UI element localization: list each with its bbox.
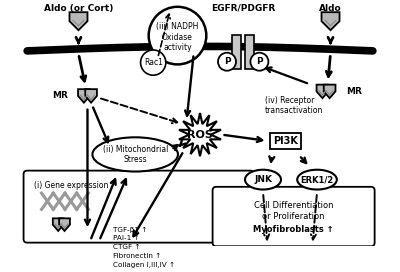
Circle shape xyxy=(250,53,268,71)
Circle shape xyxy=(140,50,166,75)
Text: P: P xyxy=(224,57,230,66)
Text: Cell Differentiation
or Proliferation: Cell Differentiation or Proliferation xyxy=(254,202,333,221)
Text: Aldo: Aldo xyxy=(319,4,342,13)
Text: ROS: ROS xyxy=(187,130,213,140)
Circle shape xyxy=(218,53,236,71)
Text: TGF-β1 ↑
PAI-1 ↑
CTGF ↑
Fibronectin ↑
Collagen I,III,IV ↑: TGF-β1 ↑ PAI-1 ↑ CTGF ↑ Fibronectin ↑ Co… xyxy=(113,226,175,268)
Text: JNK: JNK xyxy=(254,175,272,184)
Polygon shape xyxy=(322,12,340,30)
Text: MR: MR xyxy=(52,91,68,100)
Bar xyxy=(232,35,242,69)
FancyBboxPatch shape xyxy=(24,171,254,243)
Circle shape xyxy=(149,7,206,64)
FancyBboxPatch shape xyxy=(213,187,375,246)
Text: (ii) Mitochondrial
Stress: (ii) Mitochondrial Stress xyxy=(102,145,168,164)
Text: EGFR/PDGFR: EGFR/PDGFR xyxy=(211,3,275,12)
Ellipse shape xyxy=(245,170,281,190)
Bar xyxy=(245,35,254,69)
Text: PI3K: PI3K xyxy=(273,136,298,146)
Polygon shape xyxy=(53,218,64,231)
Polygon shape xyxy=(78,89,90,103)
Ellipse shape xyxy=(297,170,337,190)
Text: (i) Gene expression: (i) Gene expression xyxy=(34,181,109,190)
Text: (iii) NADPH
Oxidase
activity: (iii) NADPH Oxidase activity xyxy=(156,23,199,52)
Text: P: P xyxy=(256,57,263,66)
Polygon shape xyxy=(316,85,328,98)
Text: Myofibroblasts ↑: Myofibroblasts ↑ xyxy=(253,225,334,234)
Polygon shape xyxy=(324,85,336,98)
Text: (iv) Receptor
transactivation: (iv) Receptor transactivation xyxy=(265,96,323,115)
Text: MR: MR xyxy=(346,87,362,96)
Ellipse shape xyxy=(92,137,178,172)
Text: Aldo (or Cort): Aldo (or Cort) xyxy=(44,4,113,13)
Text: Rac1: Rac1 xyxy=(144,58,163,67)
Text: ERK1/2: ERK1/2 xyxy=(300,175,334,184)
Polygon shape xyxy=(85,89,97,103)
Polygon shape xyxy=(70,12,88,30)
Polygon shape xyxy=(59,218,70,231)
Polygon shape xyxy=(179,113,221,156)
